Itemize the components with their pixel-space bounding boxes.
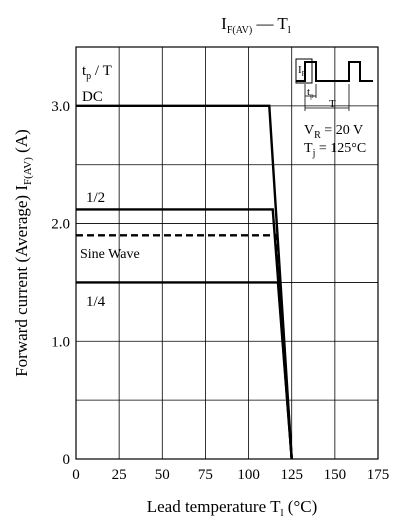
series-label-dc: DC: [82, 89, 103, 105]
series-label-sine: Sine Wave: [80, 247, 140, 262]
series-line-sine-wave: [76, 234, 293, 460]
y-tick-label-2: 2.0: [51, 217, 70, 233]
x-tick-label-3: 75: [198, 467, 213, 483]
tp-over-t-label: tp / T: [82, 63, 112, 82]
pulse-waveform: [296, 61, 373, 82]
inset-if-label: IF: [298, 64, 306, 78]
inset-vr-label: VR = 20 V: [304, 123, 363, 141]
x-tick-label-6: 150: [324, 467, 347, 483]
chart-title: IF(AV) — Tl: [221, 14, 291, 36]
x-tick-label-2: 50: [155, 467, 170, 483]
y-axis-label: Forward current (Average) IF(AV) (A): [12, 129, 34, 377]
series-label-half: 1/2: [86, 190, 105, 206]
series-lines: [76, 104, 293, 460]
x-tick-label-4: 100: [237, 467, 260, 483]
x-tick-label-1: 25: [112, 467, 127, 483]
series-line-dc: [76, 104, 293, 460]
waveform-inset: IF tp T VR = 20 V Tj = 125°C: [295, 58, 373, 159]
x-axis-label: Lead temperature Tl (°C): [147, 497, 318, 519]
y-tick-label-1: 1.0: [51, 334, 70, 350]
y-tick-labels: 0 1.0 2.0 3.0: [51, 99, 70, 468]
inset-tj-label: Tj = 125°C: [304, 141, 366, 159]
inset-t-label: T: [329, 98, 336, 110]
x-tick-label-0: 0: [72, 467, 80, 483]
x-tick-labels: 0 25 50 75 100 125 150 175: [72, 467, 389, 483]
x-tick-label-7: 175: [367, 467, 390, 483]
inset-tp-label: tp: [307, 86, 314, 100]
y-tick-label-0: 0: [63, 452, 71, 468]
y-tick-label-3: 3.0: [51, 99, 70, 115]
series-line-1-4: [76, 281, 293, 460]
series-label-quarter: 1/4: [86, 294, 106, 310]
x-tick-label-5: 125: [280, 467, 303, 483]
plot-frame: [75, 46, 379, 460]
